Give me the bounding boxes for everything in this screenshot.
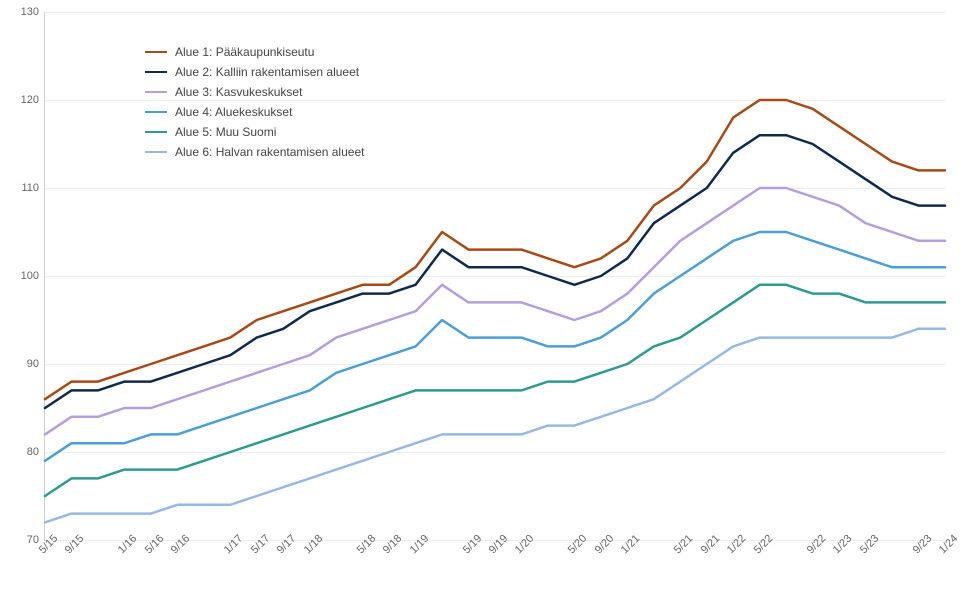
legend-swatch [145, 111, 167, 113]
legend-label: Alue 6: Halvan rakentamisen alueet [175, 145, 364, 159]
legend-label: Alue 2: Kalliin rakentamisen alueet [175, 65, 359, 79]
legend-item-alue1: Alue 1: Pääkaupunkiseutu [145, 44, 364, 60]
legend-item-alue6: Alue 6: Halvan rakentamisen alueet [145, 144, 364, 160]
series-alue3 [45, 188, 945, 434]
legend-swatch [145, 151, 167, 153]
legend-swatch [145, 51, 167, 53]
series-alue6 [45, 329, 945, 523]
y-tick-label: 120 [21, 94, 39, 106]
y-tick-label: 110 [21, 182, 39, 194]
y-tick-label: 90 [27, 358, 39, 370]
legend-swatch [145, 131, 167, 133]
series-alue5 [45, 285, 945, 496]
legend-label: Alue 3: Kasvukeskukset [175, 85, 302, 99]
legend-item-alue2: Alue 2: Kalliin rakentamisen alueet [145, 64, 364, 80]
y-tick-label: 130 [21, 6, 39, 18]
legend-item-alue5: Alue 5: Muu Suomi [145, 124, 364, 140]
series-alue2 [45, 135, 945, 408]
legend-item-alue3: Alue 3: Kasvukeskukset [145, 84, 364, 100]
y-tick-label: 70 [27, 534, 39, 546]
line-chart: 7080901001101201305/159/151/165/169/161/… [0, 0, 960, 598]
y-tick-label: 100 [21, 270, 39, 282]
legend-swatch [145, 71, 167, 73]
legend-label: Alue 4: Aluekeskukset [175, 105, 292, 119]
legend-swatch [145, 91, 167, 93]
legend: Alue 1: Pääkaupunkiseutu Alue 2: Kalliin … [145, 44, 364, 164]
legend-item-alue4: Alue 4: Aluekeskukset [145, 104, 364, 120]
legend-label: Alue 5: Muu Suomi [175, 125, 276, 139]
y-tick-label: 80 [27, 446, 39, 458]
legend-label: Alue 1: Pääkaupunkiseutu [175, 45, 314, 59]
